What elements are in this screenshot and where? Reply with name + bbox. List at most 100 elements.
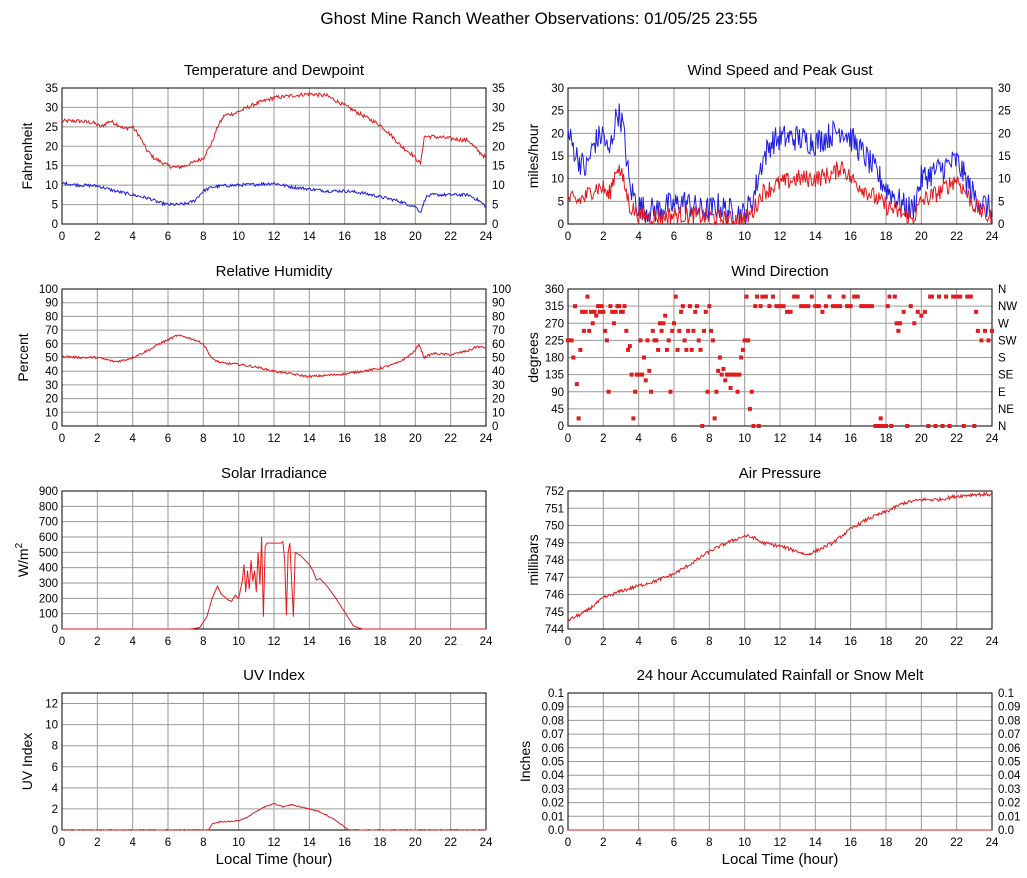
wind-direction-point — [585, 294, 590, 299]
wind-direction-point — [813, 304, 818, 309]
wind-direction-point — [640, 372, 645, 377]
x-tick-label: 24 — [480, 837, 493, 849]
y-tick-label-right: 30 — [998, 83, 1011, 95]
plot-frame — [61, 288, 487, 427]
wind-direction-point — [866, 304, 871, 309]
wind-direction-point — [788, 309, 793, 314]
y-tick-label-right: 30 — [492, 102, 505, 114]
x-tick-label: 20 — [915, 231, 928, 243]
wind-direction-point — [571, 355, 576, 360]
series-line-solar-irradiance — [62, 536, 486, 630]
wind-direction-point — [679, 309, 684, 314]
wind-direction-point — [915, 309, 920, 314]
x-tick-label: 16 — [338, 636, 351, 648]
y-tick-label: 10 — [45, 720, 58, 732]
wind-direction-point — [841, 294, 846, 299]
wind-direction-point — [686, 328, 691, 333]
x-axis-label: Local Time (hour) — [216, 851, 333, 868]
compass-tick-label: N — [998, 284, 1006, 296]
y-tick-label-right: 0.06 — [998, 743, 1020, 755]
y-tick-label: 0.1 — [548, 688, 564, 700]
y-tick-label-right: 35 — [492, 83, 505, 95]
wind-direction-point — [694, 304, 699, 309]
panel-title: Wind Speed and Peak Gust — [687, 62, 873, 79]
y-tick-label: 90 — [45, 298, 58, 310]
wind-direction-point — [951, 294, 956, 299]
y-tick-label: 0.06 — [542, 743, 564, 755]
x-tick-label: 20 — [409, 837, 422, 849]
x-tick-label: 12 — [774, 837, 787, 849]
x-axis-label: Local Time (hour) — [722, 851, 839, 868]
y-tick-label: 180 — [545, 353, 564, 365]
x-tick-label: 22 — [444, 837, 457, 849]
y-tick-label: 12 — [45, 699, 58, 711]
wind-direction-point — [677, 328, 682, 333]
x-tick-label: 8 — [706, 231, 712, 243]
y-tick-label: 20 — [551, 128, 564, 140]
x-tick-label: 12 — [774, 231, 787, 243]
x-tick-label: 12 — [774, 433, 787, 445]
y-tick-label-right: 70 — [492, 325, 505, 337]
wind-direction-point — [834, 304, 839, 309]
wind-direction-point — [698, 347, 703, 352]
panel-title: Air Pressure — [739, 465, 822, 482]
x-tick-label: 0 — [565, 636, 571, 648]
x-tick-label: 10 — [738, 837, 751, 849]
wind-direction-point — [862, 304, 867, 309]
x-tick-label: 18 — [880, 837, 893, 849]
wind-direction-point — [926, 424, 931, 428]
x-tick-label: 24 — [986, 231, 999, 243]
x-tick-label: 22 — [950, 231, 963, 243]
wind-direction-point — [654, 338, 659, 343]
series-line-peak-gust — [567, 103, 993, 225]
wind-direction-point — [806, 304, 811, 309]
wind-direction-point — [610, 309, 615, 314]
y-tick-label: 30 — [551, 83, 564, 95]
plot-frame — [567, 490, 993, 630]
y-axis-label: degrees — [525, 332, 541, 383]
series-line-uv-index — [61, 802, 486, 831]
wind-direction-point — [691, 328, 696, 333]
wind-direction-point — [944, 294, 949, 299]
y-tick-label: 744 — [545, 624, 565, 636]
wind-direction-point — [753, 304, 758, 309]
wind-direction-point — [566, 338, 570, 343]
x-tick-label: 20 — [409, 433, 422, 445]
wind-direction-point — [809, 294, 814, 299]
y-tick-label: 15 — [551, 151, 564, 163]
wind-direction-point — [675, 347, 680, 352]
y-axis-label: Percent — [15, 333, 31, 381]
x-tick-label: 10 — [232, 837, 245, 849]
plot-frame — [61, 490, 487, 630]
wind-direction-point — [885, 304, 890, 309]
series-line-temperature — [61, 91, 487, 170]
panel-title: UV Index — [243, 667, 305, 684]
x-tick-label: 20 — [409, 231, 422, 243]
wind-direction-point — [845, 304, 850, 309]
wind-direction-point — [982, 328, 987, 333]
wind-direction-point — [716, 368, 721, 373]
wind-direction-point — [622, 304, 627, 309]
plot-frame — [567, 288, 993, 427]
y-tick-label: 0 — [558, 219, 564, 231]
x-tick-label: 24 — [480, 636, 493, 648]
wind-direction-point — [898, 321, 903, 326]
y-tick-label: 270 — [545, 318, 564, 330]
compass-tick-label: NW — [998, 301, 1017, 313]
wind-direction-point — [733, 372, 738, 377]
wind-direction-point — [760, 294, 765, 299]
y-axis-label: Inches — [517, 741, 533, 782]
y-tick-label: 100 — [39, 284, 58, 296]
y-tick-label-right: 0.05 — [998, 757, 1020, 769]
x-tick-label: 16 — [844, 231, 857, 243]
y-tick-label-right: 5 — [492, 200, 498, 212]
solar-panel: 0 2 4 6 8 10 12 14 16 18 20 22 240100200300400500600… — [14, 465, 493, 648]
wind-direction-point — [608, 304, 613, 309]
wind-direction-point — [958, 294, 963, 299]
y-tick-label-right: 0.03 — [998, 784, 1020, 796]
y-tick-label-right: 0.01 — [998, 811, 1020, 823]
y-tick-label-right: 0.02 — [998, 798, 1020, 810]
wind-direction-point — [756, 424, 761, 428]
y-tick-label: 30 — [45, 380, 58, 392]
